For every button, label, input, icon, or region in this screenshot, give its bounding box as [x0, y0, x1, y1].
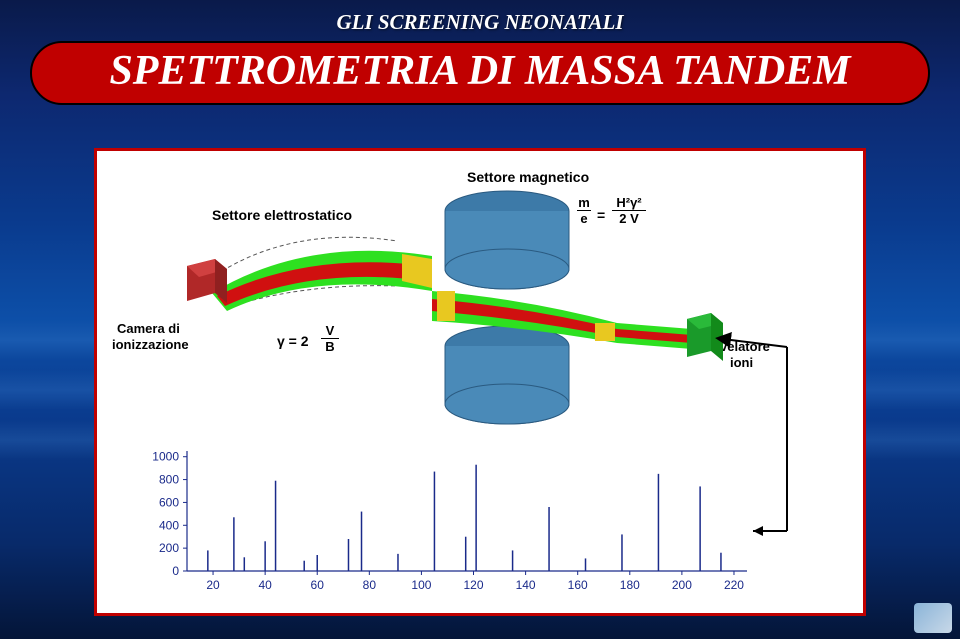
svg-text:400: 400: [159, 518, 179, 532]
mass-spectrum-chart: 0 200 400 600 800 1000 20 40 60 80 100 120 140 160 180…: [97, 441, 869, 616]
svg-text:80: 80: [363, 578, 377, 592]
svg-text:180: 180: [620, 578, 640, 592]
svg-text:800: 800: [159, 473, 179, 487]
svg-text:100: 100: [411, 578, 431, 592]
svg-text:0: 0: [172, 564, 179, 578]
svg-text:220: 220: [724, 578, 744, 592]
svg-text:160: 160: [568, 578, 588, 592]
page-title: SPETTROMETRIA DI MASSA TANDEM: [109, 48, 850, 94]
svg-text:200: 200: [159, 541, 179, 555]
svg-text:40: 40: [258, 578, 272, 592]
svg-text:20: 20: [206, 578, 220, 592]
svg-text:1000: 1000: [152, 450, 179, 464]
svg-text:200: 200: [672, 578, 692, 592]
svg-text:120: 120: [463, 578, 483, 592]
corner-icon: [914, 603, 952, 633]
mass-spectrometer-diagram: [97, 151, 869, 441]
diagram-panel: Settore magnetico Settore elettrostatico…: [94, 148, 866, 616]
page-subtitle: GLI SCREENING NEONATALI: [0, 0, 960, 35]
page-title-banner: SPETTROMETRIA DI MASSA TANDEM: [30, 41, 930, 105]
svg-text:600: 600: [159, 495, 179, 509]
svg-text:60: 60: [311, 578, 325, 592]
svg-text:140: 140: [516, 578, 536, 592]
